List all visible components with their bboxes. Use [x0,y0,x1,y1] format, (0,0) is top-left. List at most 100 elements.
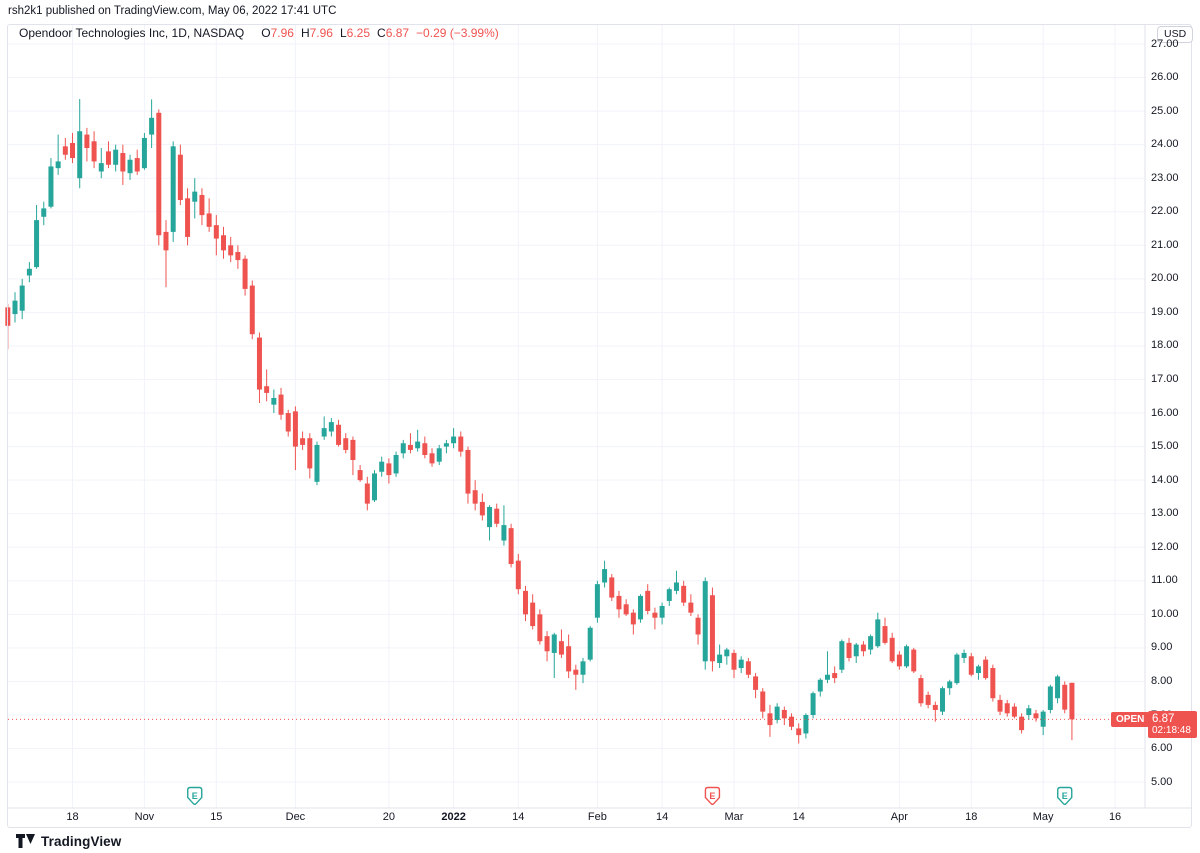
candle[interactable] [199,188,205,226]
candle[interactable] [494,503,500,528]
candle[interactable] [249,280,255,340]
candle[interactable] [84,127,90,162]
candle[interactable] [573,664,579,690]
candle[interactable] [443,439,449,454]
candle[interactable] [896,651,902,670]
candle[interactable] [429,448,435,467]
candle[interactable] [386,458,392,484]
candle[interactable] [1062,681,1068,714]
candle[interactable] [961,649,967,663]
candle[interactable] [803,713,809,739]
candle[interactable] [62,137,68,160]
candle[interactable] [796,723,802,744]
candle[interactable] [278,387,284,420]
candle[interactable] [48,158,54,209]
candle[interactable] [415,429,421,452]
candle[interactable] [983,656,989,680]
candle[interactable] [1040,709,1046,736]
candlestick-series[interactable] [5,99,1075,744]
candle[interactable] [451,428,457,449]
last-price-flag[interactable]: OPEN [1111,712,1150,727]
candle[interactable] [810,691,816,719]
candle[interactable] [537,609,543,645]
candle[interactable] [767,704,773,737]
candle[interactable] [522,585,528,622]
candle[interactable] [558,629,564,658]
candle[interactable] [41,201,47,226]
candle[interactable] [328,418,334,437]
candle[interactable] [19,278,25,320]
candle[interactable] [515,553,521,595]
candle[interactable] [364,476,370,511]
candle[interactable] [1069,682,1075,741]
candle[interactable] [1011,703,1017,719]
candle[interactable] [745,657,751,679]
candle[interactable] [544,631,550,662]
candle[interactable] [911,647,917,674]
candle[interactable] [177,144,183,206]
candle[interactable] [170,141,176,242]
candle[interactable] [724,647,730,665]
candle[interactable] [372,470,377,502]
candle[interactable] [839,639,845,674]
candle[interactable] [400,439,406,459]
candle[interactable] [336,419,342,447]
candle[interactable] [702,577,708,670]
candle[interactable] [997,694,1003,715]
candle[interactable] [307,433,313,479]
candle[interactable] [120,144,126,185]
candle[interactable] [666,587,672,606]
candle[interactable] [925,691,931,709]
candle[interactable] [904,644,910,669]
candle[interactable] [602,560,608,588]
candle[interactable] [652,607,658,630]
candle[interactable] [875,612,881,648]
candle[interactable] [501,505,507,546]
candle[interactable] [314,441,320,486]
candle[interactable] [465,446,471,504]
candle[interactable] [731,649,737,679]
candle[interactable] [285,409,291,437]
candle[interactable] [846,637,852,662]
candle[interactable] [789,713,795,731]
candle[interactable] [688,594,694,617]
candle[interactable] [738,656,744,674]
candle[interactable] [530,594,536,630]
candle[interactable] [717,644,723,669]
candle[interactable] [343,433,349,454]
candle[interactable] [645,584,651,615]
candle[interactable] [695,614,701,645]
candle[interactable] [623,599,629,617]
candle[interactable] [781,706,787,726]
candle[interactable] [616,590,622,618]
candle[interactable] [990,664,996,702]
candle[interactable] [594,580,600,623]
candle[interactable] [422,436,428,459]
candle[interactable] [853,642,859,663]
last-price-axis-badge[interactable]: 6.87 02:18:48 [1148,711,1197,738]
candle[interactable] [940,686,946,715]
candle[interactable] [393,451,399,477]
candle[interactable] [868,634,874,655]
candle[interactable] [1004,699,1010,717]
candle[interactable] [185,188,191,246]
candle[interactable] [487,505,493,541]
candle[interactable] [113,144,119,172]
candle[interactable] [292,406,298,471]
candle[interactable] [163,220,169,288]
candle[interactable] [300,431,306,450]
candle[interactable] [436,444,442,466]
candle[interactable] [55,134,61,175]
candle[interactable] [472,480,478,511]
candle[interactable] [26,262,32,283]
candle[interactable] [774,703,780,724]
candle[interactable] [673,570,679,595]
candle[interactable] [918,674,924,707]
candle[interactable] [5,304,11,350]
candle[interactable] [817,678,823,697]
candle[interactable] [141,132,147,170]
candle[interactable] [1033,709,1039,722]
candle[interactable] [630,609,636,635]
candle[interactable] [681,580,687,606]
